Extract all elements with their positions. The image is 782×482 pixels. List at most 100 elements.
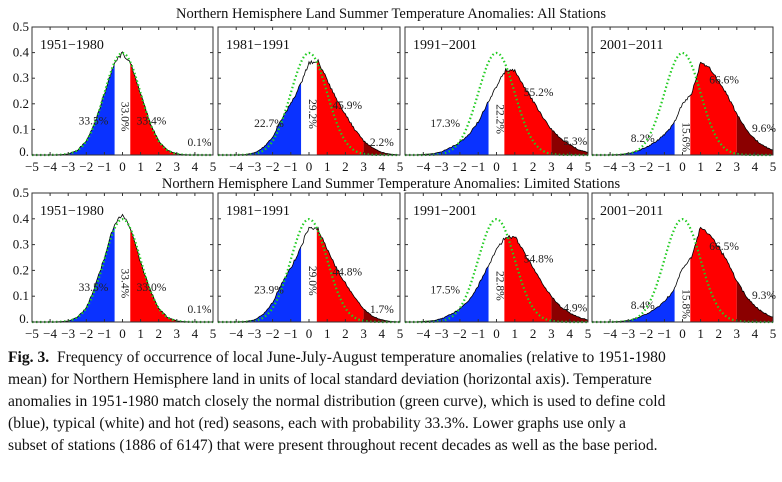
x-tick-label: 1 xyxy=(512,159,519,174)
panel-2001-2011: −4 −3 −2 −1 0 1 2 3 4 5 2001−2011 8.2% 15.6% 66.6% 9.6… xyxy=(591,26,776,174)
period-label: 1981−1991 xyxy=(226,38,290,53)
y-tick-label: 0.3 xyxy=(13,237,29,252)
x-tick-label: −3 xyxy=(247,326,261,341)
x-tick-label: 3 xyxy=(360,159,367,174)
caption-line-3: anomalies in 1951-1980 match closely the… xyxy=(8,393,666,410)
x-tick-label: 0 xyxy=(679,326,686,341)
typical-area xyxy=(301,227,317,322)
cold-percent-label: 22.7% xyxy=(254,118,284,130)
x-tick-label: 0 xyxy=(119,326,126,341)
period-label: 1991−2001 xyxy=(413,38,477,53)
chart-title: Northern Hemisphere Land Summer Temperat… xyxy=(162,176,621,192)
x-tick-label: 2 xyxy=(155,326,162,341)
x-tick-label: 1 xyxy=(512,326,519,341)
hot-percent-label: 66.5% xyxy=(709,241,739,253)
x-tick-label: 3 xyxy=(734,159,741,174)
extreme-area xyxy=(363,141,400,155)
period-label: 1981−1991 xyxy=(226,204,290,219)
extreme-percent-label: 0.1% xyxy=(187,304,211,316)
x-tick-label: −1 xyxy=(97,159,111,174)
x-tick-label: 1 xyxy=(697,159,704,174)
hot-percent-label: 55.2% xyxy=(524,87,554,99)
normal-distribution-curve xyxy=(218,51,400,157)
typical-percent-label: 33.4% xyxy=(119,268,131,298)
typical-percent-label: 33.0% xyxy=(119,102,131,132)
x-tick-label: −3 xyxy=(435,326,449,341)
extreme-area xyxy=(736,113,773,155)
x-tick-label: −3 xyxy=(435,159,449,174)
x-tick-label: 5 xyxy=(397,326,404,341)
cold-area xyxy=(405,265,489,322)
x-tick-label: −4 xyxy=(43,326,57,341)
x-tick-label: −1 xyxy=(657,326,671,341)
hot-percent-label: 44.8% xyxy=(332,267,362,279)
y-tick-label: 0.5 xyxy=(13,185,29,200)
x-tick-label: 0 xyxy=(306,326,313,341)
period-label: 1951−1980 xyxy=(40,38,104,53)
x-tick-label: 5 xyxy=(585,159,592,174)
x-tick-label: 2 xyxy=(342,159,349,174)
panel-1991-2001: −4 −3 −2 −1 0 1 2 3 4 5 1991−2001 17.3% 22.2% 55.2% 5.… xyxy=(404,26,592,174)
x-tick-label: 2 xyxy=(530,326,537,341)
period-label: 1951−1980 xyxy=(40,204,104,219)
x-tick-label: −3 xyxy=(621,159,635,174)
cold-percent-label: 23.9% xyxy=(254,285,284,297)
x-tick-label: 3 xyxy=(174,159,181,174)
typical-area xyxy=(488,238,505,322)
x-tick-label: 0 xyxy=(306,159,313,174)
x-tick-label: −3 xyxy=(247,159,261,174)
extreme-percent-label: 5.3% xyxy=(563,136,587,148)
x-tick-label: 1 xyxy=(324,159,331,174)
observed-distribution-line xyxy=(218,58,401,156)
x-tick-label: −1 xyxy=(471,159,485,174)
x-tick-label: 4 xyxy=(566,159,573,174)
x-tick-label: −2 xyxy=(453,159,467,174)
normal-distribution-curve xyxy=(405,51,588,157)
extreme-percent-label: 1.7% xyxy=(370,304,394,316)
cold-percent-label: 33.5% xyxy=(79,115,109,127)
x-tick-label: 4 xyxy=(192,159,199,174)
typical-area xyxy=(301,61,317,155)
x-tick-label: 4 xyxy=(752,159,759,174)
x-tick-label: 0 xyxy=(119,159,126,174)
x-tick-label: −2 xyxy=(266,326,280,341)
normal-distribution-curve xyxy=(592,217,773,324)
cold-area xyxy=(592,287,675,322)
x-tick-label: −2 xyxy=(453,326,467,341)
observed-distribution-line xyxy=(592,226,774,323)
hot-percent-label: 33.0% xyxy=(137,282,167,294)
x-tick-label: −2 xyxy=(79,159,93,174)
x-tick-label: 4 xyxy=(379,159,386,174)
x-tick-label: −2 xyxy=(266,159,280,174)
y-tick-label: 0.5 xyxy=(13,19,29,34)
x-tick-label: −4 xyxy=(416,159,430,174)
hot-area xyxy=(130,228,177,322)
extreme-percent-label: 0.1% xyxy=(187,137,211,149)
caption-line-5: subset of stations (1886 of 6147) that w… xyxy=(8,437,658,454)
cold-area xyxy=(218,246,302,322)
hot-percent-label: 33.4% xyxy=(137,115,167,127)
panel-1951-1980: −5 −4 −3 −2 −1 0 1 2 3 4 5 0.5 0.4 0.3 0.2 0.1 0. 1951−19… xyxy=(13,185,217,341)
x-tick-label: 4 xyxy=(752,326,759,341)
panel-1981-1991: −4 −3 −2 −1 0 1 2 3 4 5 1981−1991 22.7% 29.2% 45.9% 2.… xyxy=(217,26,403,174)
hot-area xyxy=(316,59,364,155)
x-tick-label: 4 xyxy=(379,326,386,341)
x-tick-label: 5 xyxy=(210,159,217,174)
panel-1991-2001: −4 −3 −2 −1 0 1 2 3 4 5 1991−2001 17.5% 22.8% 54.8% 4.… xyxy=(404,192,591,341)
y-tick-label: 0.3 xyxy=(13,70,29,85)
observed-distribution-line xyxy=(592,61,774,156)
y-tick-label: 0.2 xyxy=(13,96,29,111)
observed-distribution-line xyxy=(218,226,401,323)
x-tick-label: −1 xyxy=(284,326,298,341)
x-tick-label: −4 xyxy=(229,326,243,341)
caption-line-4: (blue), typical (white) and hot (red) se… xyxy=(8,415,626,432)
x-tick-label: 3 xyxy=(548,326,555,341)
typical-area xyxy=(674,257,691,322)
x-tick-label: −2 xyxy=(639,326,653,341)
x-tick-label: −2 xyxy=(639,159,653,174)
figure-caption: Fig. 3. Frequency of occurrence of local… xyxy=(8,347,782,457)
typical-area xyxy=(114,51,131,155)
x-tick-label: 1 xyxy=(697,326,704,341)
extreme-area xyxy=(736,281,773,322)
x-tick-label: −1 xyxy=(97,326,111,341)
